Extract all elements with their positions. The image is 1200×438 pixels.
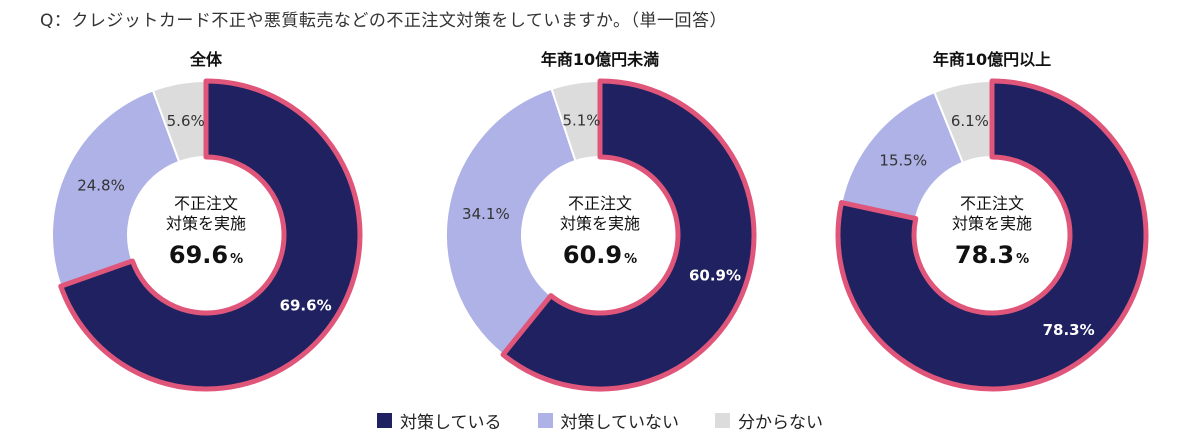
question-text: Q：クレジットカード不正や悪質転売などの不正注文対策をしていますか。（単一回答）	[40, 11, 728, 31]
center-value-unit: %	[230, 252, 243, 267]
slice-label-not-implemented: 34.1%	[462, 205, 510, 223]
legend-swatch-not-implemented	[537, 413, 553, 428]
legend-label-implemented: 対策している	[400, 413, 502, 433]
slice-implemented	[835, 78, 1149, 392]
chart-title-under-1b: 年商10億円未満	[540, 50, 660, 69]
center-label-line1: 不正注文	[960, 194, 1024, 213]
slice-label-not-implemented: 24.8%	[77, 177, 125, 195]
slice-label-implemented: 60.9%	[689, 267, 741, 285]
slice-label-not-implemented: 15.5%	[879, 151, 927, 169]
slice-not-implemented	[445, 87, 577, 356]
center-label-line2: 対策を実施	[166, 214, 246, 233]
slice-label-unknown: 6.1%	[951, 112, 989, 130]
legend-swatch-implemented	[377, 413, 392, 428]
center-label-line2: 対策を実施	[952, 214, 1032, 233]
center-value: 60.9%	[563, 241, 637, 269]
center-value-unit: %	[1016, 252, 1029, 267]
legend-label-unknown: 分からない	[738, 413, 823, 433]
legend-swatch-unknown	[715, 413, 730, 428]
legend-item-not-implemented: 対策していない	[537, 408, 680, 433]
chart-title-over-1b: 年商10億円以上	[932, 50, 1052, 69]
legend-label-not-implemented: 対策していない	[560, 413, 680, 433]
center-label-line2: 対策を実施	[560, 214, 640, 233]
center-value: 69.6%	[169, 241, 243, 269]
slice-label-unknown: 5.6%	[167, 112, 205, 130]
center-value-unit: %	[624, 252, 637, 267]
legend: 対策している 対策していない 分からない	[0, 408, 1200, 433]
slice-label-implemented: 69.6%	[280, 296, 332, 314]
legend-item-unknown: 分からない	[715, 408, 823, 433]
center-label-line1: 不正注文	[174, 194, 238, 213]
center-label-line1: 不正注文	[568, 194, 632, 213]
slice-implemented	[58, 78, 363, 392]
slice-implemented	[500, 78, 757, 392]
center-value: 78.3%	[955, 241, 1029, 269]
slice-not-implemented	[51, 89, 181, 288]
legend-item-implemented: 対策している	[377, 408, 502, 433]
chart-title-overall: 全体	[189, 50, 222, 69]
slice-label-unknown: 5.1%	[562, 111, 600, 129]
slice-label-implemented: 78.3%	[1043, 321, 1095, 339]
